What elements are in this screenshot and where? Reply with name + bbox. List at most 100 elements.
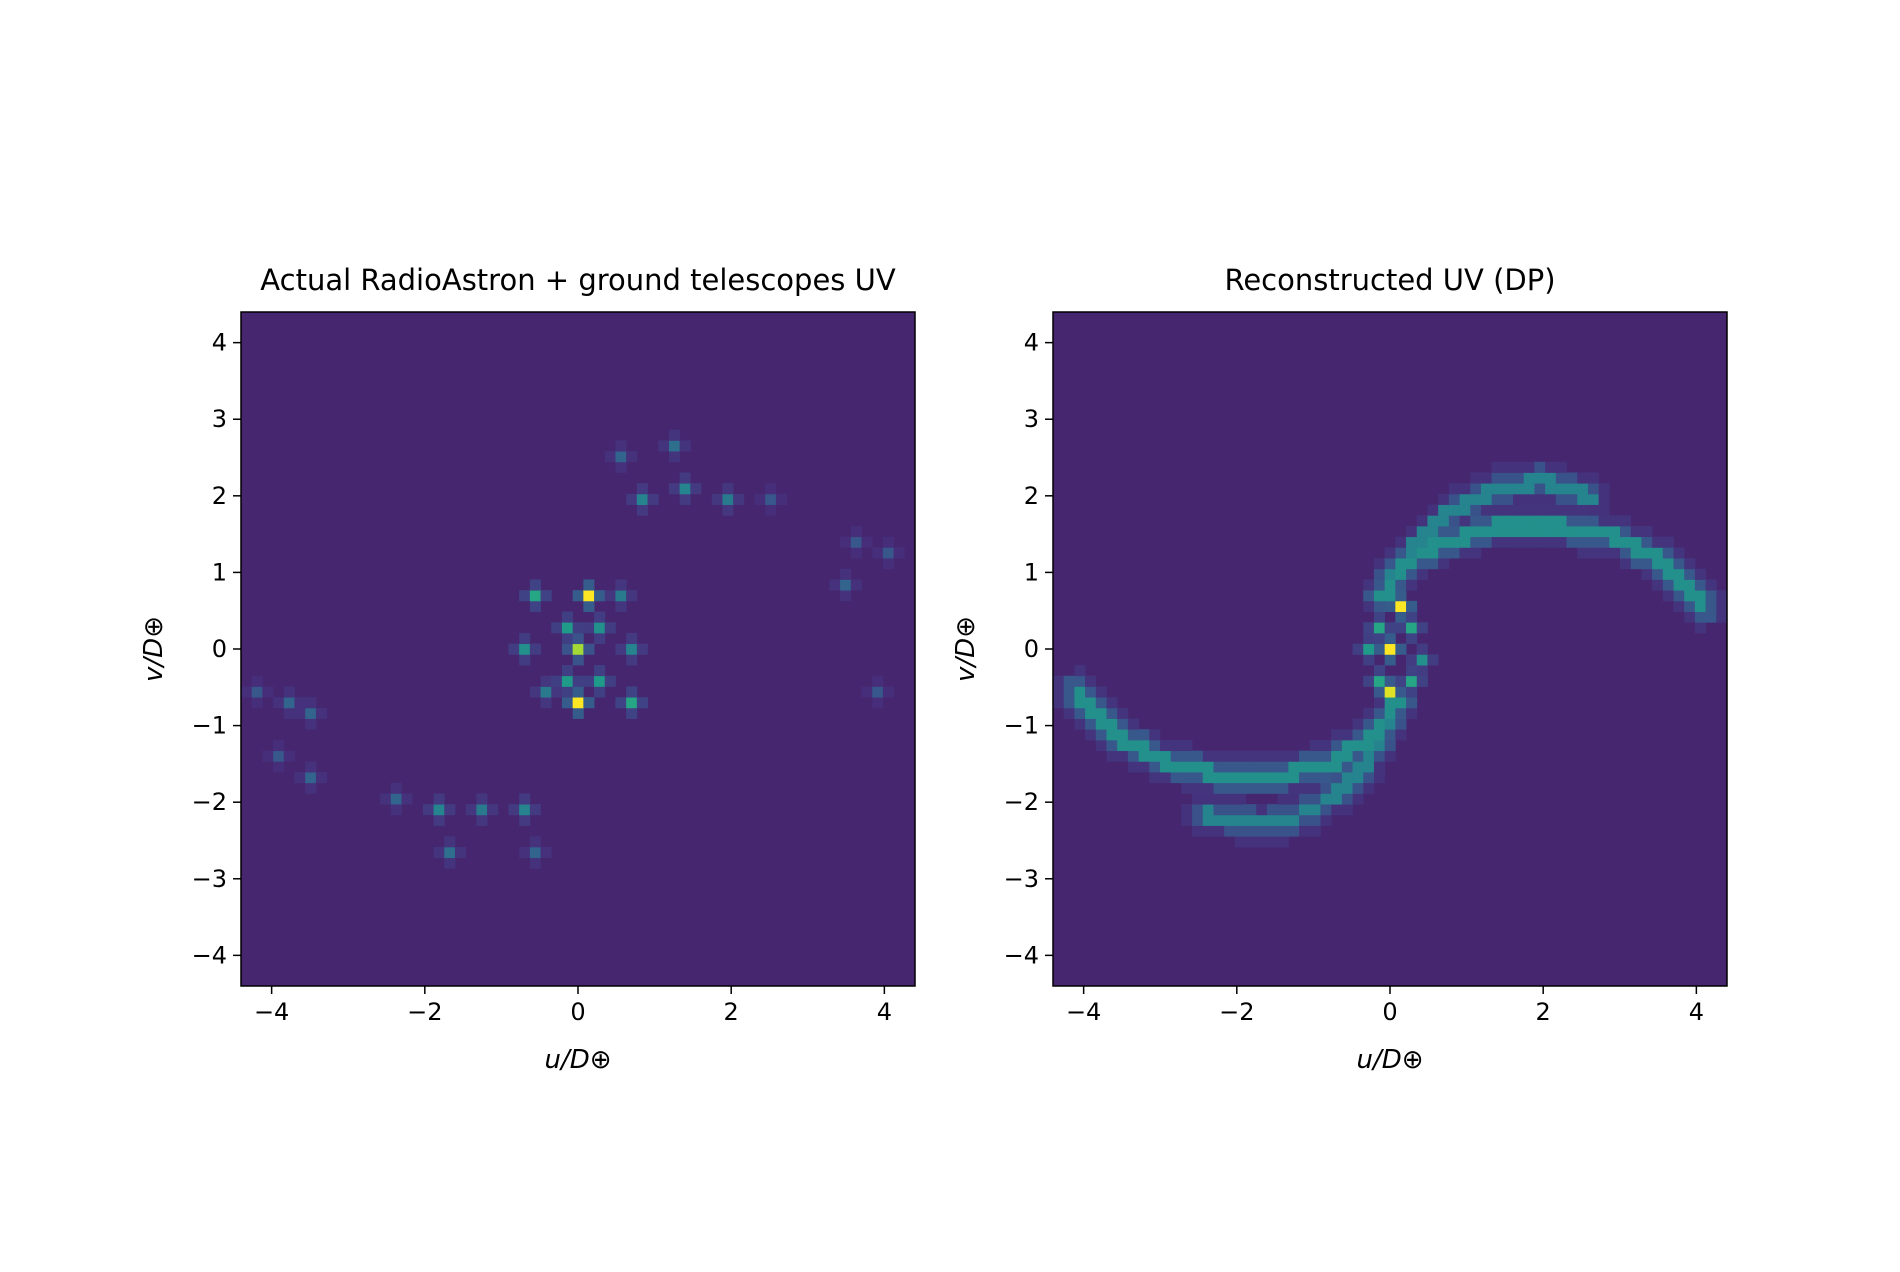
heatmap-cell: [1384, 632, 1396, 645]
heatmap-cell: [1406, 686, 1418, 698]
heatmap-cell: [1470, 483, 1482, 495]
heatmap-cell: [1277, 793, 1289, 805]
heatmap-cell: [1095, 729, 1107, 741]
heatmap-cell: [1373, 579, 1386, 591]
heatmap-cell: [519, 654, 531, 666]
heatmap-cell: [487, 804, 499, 816]
heatmap-cell: [594, 632, 606, 645]
heatmap-cell: [679, 472, 691, 484]
heatmap-cell: [1320, 761, 1332, 773]
heatmap-cell: [668, 429, 681, 441]
heatmap-cell: [1502, 472, 1514, 484]
heatmap-cell: [1224, 804, 1236, 816]
heatmap-cell: [1577, 504, 1589, 516]
heatmap-cell: [1395, 643, 1407, 655]
heatmap-cell: [1341, 729, 1353, 741]
heatmap-cell: [529, 836, 541, 848]
heatmap-cell: [1566, 493, 1578, 505]
heatmap-cell: [1395, 697, 1407, 709]
heatmap-cell: [540, 675, 552, 687]
heatmap-cell: [1577, 547, 1589, 559]
heatmap-cell: [1277, 825, 1289, 837]
heatmap-cell: [1373, 600, 1386, 612]
heatmap-cell: [1641, 525, 1653, 538]
heatmap-cell: [572, 675, 584, 687]
heatmap-cell: [1694, 590, 1706, 602]
heatmap-cell: [1363, 707, 1375, 719]
heatmap-cell: [1587, 547, 1600, 559]
heatmap-cell: [1384, 600, 1396, 612]
heatmap-cell: [1566, 515, 1578, 527]
y-tick-label: 3: [212, 405, 227, 433]
heatmap-cell: [1095, 686, 1107, 698]
heatmap-cell: [1352, 793, 1364, 805]
heatmap-cell: [1192, 750, 1204, 762]
heatmap-cell: [1448, 483, 1460, 495]
heatmap-cell: [1395, 622, 1407, 634]
heatmap-cell: [1331, 750, 1343, 762]
heatmap-cell: [1373, 772, 1386, 784]
heatmap-cell: [561, 675, 574, 687]
heatmap-cell: [1245, 772, 1257, 784]
heatmap-cell: [1662, 568, 1674, 580]
heatmap-cell: [1598, 515, 1610, 527]
heatmap-cell: [1384, 590, 1396, 602]
heatmap-cell: [626, 643, 638, 655]
heatmap-cell: [1406, 600, 1418, 612]
heatmap-cell: [1555, 483, 1567, 495]
y-tick-label: −3: [192, 865, 227, 893]
heatmap-cell: [1352, 643, 1364, 655]
heatmap-cell: [1395, 611, 1407, 623]
heatmap-cell: [1694, 568, 1706, 580]
y-tick-label: −2: [1004, 788, 1039, 816]
heatmap-cell: [561, 622, 574, 634]
heatmap-cell: [850, 579, 862, 591]
heatmap-cell: [1149, 750, 1161, 762]
heatmap-cell: [1406, 579, 1418, 591]
heatmap-cell: [1395, 558, 1407, 570]
heatmap-cell: [315, 772, 327, 784]
left-panel: Actual RadioAstron + ground telescopes U…: [139, 263, 916, 1075]
heatmap-cell: [1181, 739, 1193, 752]
heatmap-cell: [626, 654, 638, 666]
heatmap-cell: [1395, 600, 1407, 612]
heatmap-cell: [1384, 643, 1396, 655]
heatmap-cell: [283, 707, 295, 719]
heatmap-cell: [626, 697, 638, 709]
heatmap-cell: [1534, 483, 1546, 495]
heatmap-cell: [1395, 536, 1407, 548]
heatmap-cell: [1363, 718, 1375, 730]
heatmap-cell: [583, 590, 595, 602]
heatmap-cell: [551, 622, 563, 634]
heatmap-cell: [1406, 568, 1418, 580]
heatmap-cell: [1694, 622, 1706, 634]
heatmap-cell: [1320, 814, 1332, 826]
heatmap-cell: [1384, 675, 1396, 687]
heatmap-cell: [1630, 525, 1642, 538]
heatmap-cell: [636, 697, 648, 709]
heatmap-cell: [1459, 536, 1471, 548]
heatmap-cell: [1620, 558, 1632, 570]
heatmap-cell: [1620, 536, 1632, 548]
heatmap-cell: [1320, 804, 1332, 816]
heatmap-cell: [519, 814, 531, 826]
heatmap-cell: [294, 707, 306, 719]
heatmap-cell: [1684, 558, 1696, 570]
heatmap-cell: [508, 643, 520, 655]
heatmap-cell: [305, 761, 317, 773]
x-tick-label: −4: [254, 998, 289, 1026]
heatmap-cell: [1577, 515, 1589, 527]
x-tick-label: 0: [570, 998, 585, 1026]
heatmap-cell: [604, 675, 616, 687]
heatmap-cell: [1085, 729, 1097, 741]
heatmap-cell: [1555, 472, 1567, 484]
heatmap-cell: [1673, 600, 1685, 612]
heatmap-cell: [1053, 697, 1065, 709]
heatmap-cell: [882, 547, 894, 559]
heatmap-cell: [444, 804, 456, 816]
heatmap-cell: [561, 686, 574, 698]
heatmap-cell: [529, 643, 541, 655]
heatmap-cell: [1256, 761, 1268, 773]
heatmap-cell: [1331, 739, 1343, 752]
heatmap-cell: [1117, 718, 1129, 730]
